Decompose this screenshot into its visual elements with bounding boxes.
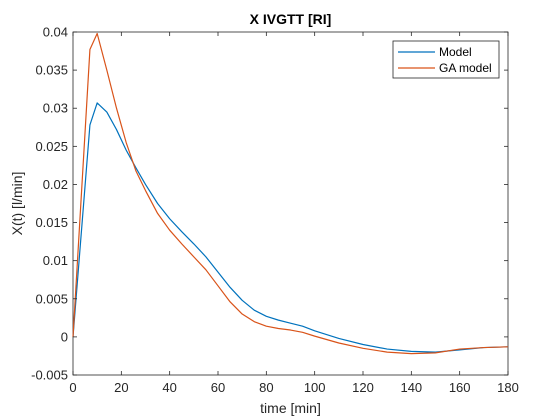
- series-line-0: [72, 102, 509, 353]
- y-tick-label: -0.005: [31, 368, 68, 383]
- axis-ticks: 0 20 40 60 80 100 120 140 160 180-0.00500.0050.01…: [31, 25, 519, 396]
- y-tick-label: 0: [61, 329, 68, 344]
- y-tick-label: 0.005: [35, 291, 68, 306]
- y-tick-label: 0.04: [43, 25, 68, 40]
- x-tick-label: 100: [304, 380, 326, 395]
- x-tick-label: 160: [449, 380, 471, 395]
- y-tick-label: 0.01: [43, 253, 68, 268]
- y-axis-label: X(t) [l/min]: [9, 172, 25, 236]
- legend-label-model: Model: [439, 45, 472, 59]
- x-tick-label: 40: [162, 380, 176, 395]
- x-axis-label: time [min]: [260, 400, 321, 416]
- y-tick-label: 0.025: [35, 139, 68, 154]
- y-tick-label: 0.03: [43, 101, 68, 116]
- plot-area: [72, 31, 509, 376]
- x-tick-label: 20: [114, 380, 128, 395]
- legend: Model GA model: [392, 40, 500, 79]
- y-tick-label: 0.035: [35, 63, 68, 78]
- x-tick-label: 0: [69, 380, 76, 395]
- x-tick-label: 60: [211, 380, 225, 395]
- x-tick-label: 80: [259, 380, 273, 395]
- y-tick-label: 0.02: [43, 177, 68, 192]
- legend-label-ga-model: GA model: [439, 61, 492, 75]
- y-tick-label: 0.015: [35, 215, 68, 230]
- series-line-1: [72, 32, 509, 355]
- x-tick-label: 120: [352, 380, 374, 395]
- chart-title: X IVGTT [RI]: [250, 11, 332, 27]
- x-tick-label: 180: [497, 380, 519, 395]
- x-tick-label: 140: [400, 380, 422, 395]
- legend-box: [392, 40, 500, 79]
- series-lines: [72, 32, 509, 355]
